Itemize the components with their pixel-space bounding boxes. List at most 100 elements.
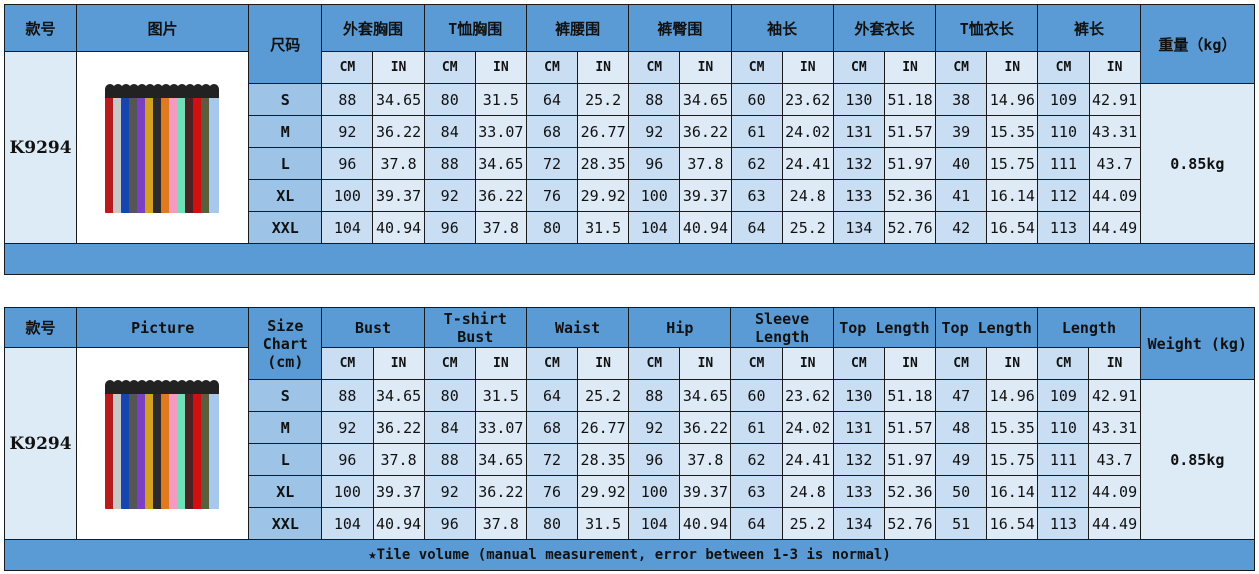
measurement-cell: 51.18 [883, 83, 937, 116]
garment-figure [136, 379, 147, 509]
measurement-cell: 36.22 [679, 411, 732, 444]
garment-figure [128, 83, 139, 213]
measurement-cell: 34.65 [679, 83, 732, 116]
size-table-chinese: 款号 图片 尺码 外套胸围 T恤胸围 裤腰围 裤臀围 袖长 外套衣长 T恤衣长 裤长 重量（kg） K9… [3, 4, 1256, 275]
size-label: S [248, 379, 323, 412]
header-measurement: Top Length [832, 307, 937, 348]
table-row: L 96 37.8 88 34.65 72 28.35 96 37.8 62 24.41 132 51.… [5, 147, 1255, 180]
measurement-cell: 34.65 [474, 147, 527, 180]
measurement-cell: 133 [832, 179, 885, 212]
measurement-cell: 25.2 [577, 83, 630, 116]
measurement-cell: 37.8 [372, 147, 425, 180]
measurement-cell: 24.8 [781, 179, 834, 212]
measurement-cell: 23.62 [781, 83, 834, 116]
unit-in: IN [577, 51, 630, 84]
garment-figure [112, 379, 123, 509]
measurement-cell: 84 [423, 115, 476, 148]
measurement-cell: 63 [730, 179, 783, 212]
measurement-cell: 88 [321, 83, 374, 116]
garment-figure [160, 379, 171, 509]
table-row: XL 100 39.37 92 36.22 76 29.92 100 39.37 63 24.8 13… [5, 179, 1255, 212]
header-measurement: Sleeve Length [730, 307, 834, 348]
unit-in: IN [1088, 347, 1141, 380]
measurement-cell: 43.31 [1088, 411, 1141, 444]
measurement-cell: 24.41 [781, 147, 834, 180]
unit-in: IN [474, 51, 527, 84]
measurement-cell: 51.57 [883, 115, 937, 148]
measurement-cell: 37.8 [474, 507, 527, 540]
measurement-cell: 48 [935, 411, 988, 444]
measurement-cell: 42 [935, 211, 988, 244]
measurement-cell: 88 [628, 83, 681, 116]
measurement-cell: 44.49 [1088, 211, 1141, 244]
garment-figure [168, 83, 179, 213]
header-size: 尺码 [248, 4, 323, 84]
size-label: M [248, 411, 323, 444]
measurement-cell: 64 [730, 507, 783, 540]
measurement-cell: 92 [321, 115, 374, 148]
measurement-cell: 15.35 [986, 411, 1039, 444]
size-label: XL [248, 179, 323, 212]
size-label: XL [248, 475, 323, 508]
garment-figure [208, 379, 219, 509]
measurement-cell: 64 [525, 379, 579, 412]
measurement-cell: 43.31 [1088, 115, 1141, 148]
measurement-cell: 104 [628, 507, 681, 540]
unit-cm: CM [1037, 347, 1090, 380]
measurement-cell: 49 [935, 443, 988, 476]
measurement-cell: 29.92 [577, 475, 630, 508]
measurement-cell: 130 [832, 83, 885, 116]
measurement-cell: 29.92 [577, 179, 630, 212]
garment-figure [176, 379, 187, 509]
header-measurement: Length [1037, 307, 1141, 348]
measurement-cell: 51.57 [883, 411, 937, 444]
measurement-cell: 37.8 [679, 147, 732, 180]
header-measurement: T恤胸围 [423, 4, 527, 52]
measurement-cell: 92 [423, 179, 476, 212]
measurement-cell: 132 [832, 443, 885, 476]
measurement-cell: 100 [321, 179, 374, 212]
unit-cm: CM [628, 347, 681, 380]
measurement-cell: 40.94 [679, 211, 732, 244]
measurement-cell: 61 [730, 115, 783, 148]
measurement-cell: 40 [935, 147, 988, 180]
header-measurement: Hip [628, 307, 732, 348]
measurement-cell: 62 [730, 147, 783, 180]
size-label: XXL [248, 211, 323, 244]
garment-figure [136, 83, 147, 213]
header-measurement: T恤衣长 [935, 4, 1039, 52]
measurement-cell: 68 [525, 115, 579, 148]
unit-in: IN [372, 51, 425, 84]
measurement-cell: 113 [1037, 507, 1090, 540]
measurement-cell: 52.36 [883, 179, 937, 212]
unit-cm: CM [832, 347, 885, 380]
header-measurement: 外套胸围 [321, 4, 425, 52]
style-code: K9294 [3, 347, 78, 540]
measurement-cell: 16.14 [986, 179, 1039, 212]
garment-figure [144, 379, 155, 509]
unit-in: IN [577, 347, 630, 380]
measurement-cell: 92 [628, 411, 681, 444]
footer-note [4, 243, 1255, 275]
measurement-cell: 88 [423, 443, 476, 476]
measurement-cell: 42.91 [1088, 379, 1141, 412]
header-measurement: Waist [525, 307, 630, 348]
measurement-cell: 33.07 [474, 411, 527, 444]
measurement-cell: 14.96 [986, 83, 1039, 116]
measurement-cell: 109 [1037, 379, 1090, 412]
size-label: XXL [248, 507, 323, 540]
measurement-cell: 26.77 [577, 411, 630, 444]
measurement-cell: 80 [525, 211, 579, 244]
table-row: XXL 104 40.94 96 37.8 80 31.5 104 40.94 64 25.2 134… [5, 211, 1255, 244]
measurement-cell: 24.8 [781, 475, 834, 508]
measurement-cell: 44.09 [1088, 475, 1141, 508]
measurement-cell: 51.97 [883, 443, 937, 476]
measurement-cell: 52.76 [883, 507, 937, 540]
measurement-cell: 80 [423, 379, 476, 412]
product-picture [76, 347, 250, 540]
unit-in: IN [781, 347, 834, 380]
unit-cm: CM [832, 51, 885, 84]
measurement-cell: 47 [935, 379, 988, 412]
header-measurement: Top Length [935, 307, 1039, 348]
measurement-cell: 36.22 [372, 411, 425, 444]
